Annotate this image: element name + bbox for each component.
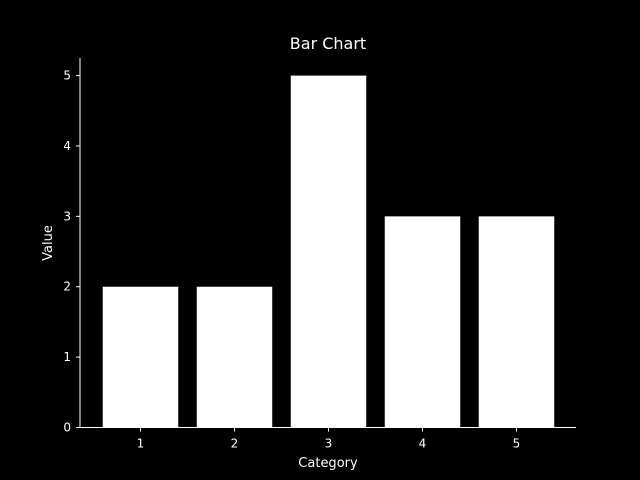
x-tick-label: 4 <box>419 437 427 451</box>
y-tick-label: 2 <box>63 280 71 294</box>
bar-category-5 <box>478 216 555 428</box>
y-tick-label: 4 <box>63 139 71 153</box>
x-ticks: 1 2 3 4 5 <box>137 427 521 451</box>
bar-category-2 <box>196 286 273 428</box>
y-ticks: 0 1 2 3 4 5 <box>63 69 80 435</box>
x-axis-label: Category <box>298 456 358 471</box>
y-tick-label: 0 <box>63 421 71 435</box>
y-tick-label: 3 <box>63 209 71 223</box>
bars-layer <box>102 75 555 428</box>
y-axis-label: Value <box>41 225 56 261</box>
bar-category-3 <box>290 75 367 428</box>
chart-title: Bar Chart <box>290 34 366 53</box>
x-tick-label: 1 <box>137 437 145 451</box>
x-tick-label: 5 <box>513 437 521 451</box>
x-tick-label: 2 <box>231 437 239 451</box>
y-tick-label: 1 <box>63 350 71 364</box>
bar-category-4 <box>384 216 461 428</box>
y-tick-label: 5 <box>63 69 71 83</box>
x-tick-label: 3 <box>325 437 333 451</box>
bar-category-1 <box>102 286 179 428</box>
